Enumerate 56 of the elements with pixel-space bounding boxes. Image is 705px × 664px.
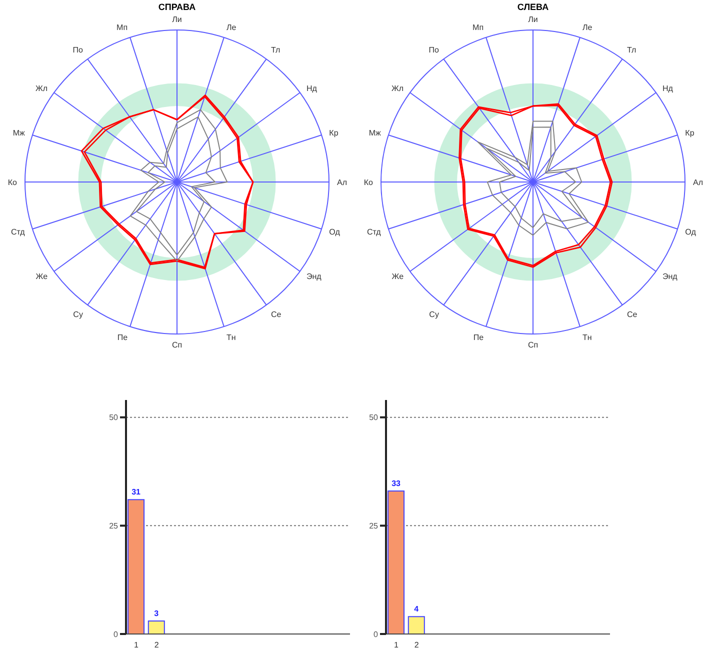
spoke-label: Жл — [35, 84, 48, 93]
spoke-label: Ал — [693, 178, 704, 187]
spoke-label: По — [428, 46, 440, 55]
y-tick-label: 0 — [374, 630, 379, 639]
spoke-label: Ли — [172, 15, 182, 24]
y-tick-label: 25 — [109, 522, 119, 531]
spoke-label: Су — [73, 310, 83, 320]
data-label: 33 — [392, 479, 402, 488]
chart-title: СПРАВА — [157, 2, 197, 12]
spoke-label: Су — [429, 310, 439, 320]
x-tick-label: 1 — [394, 640, 399, 650]
spoke-label: Тн — [226, 332, 236, 342]
spoke-label: Жл — [391, 84, 404, 93]
spoke-label: Мж — [12, 128, 26, 138]
spoke-label: Од — [329, 227, 340, 236]
spoke-label: Энд — [306, 272, 322, 281]
spoke-label: Кр — [685, 128, 695, 138]
spoke-label: Мп — [472, 22, 484, 32]
spoke-label: Ко — [8, 178, 18, 187]
data-label: 3 — [154, 609, 160, 618]
spoke-label: Стд — [10, 227, 26, 236]
spoke-label: Пе — [117, 332, 128, 342]
spoke-label: Ал — [337, 178, 348, 187]
spoke-label: Тл — [271, 46, 281, 55]
spoke-label: Од — [685, 227, 696, 236]
spoke-label: Пе — [473, 332, 484, 342]
x-tick-label: 2 — [414, 640, 420, 650]
spoke-label: Сп — [528, 340, 538, 350]
spoke-label: Нд — [662, 84, 674, 93]
spoke-label: Мп — [116, 22, 128, 32]
y-tick-label: 50 — [109, 413, 119, 422]
spoke-label: Мж — [368, 128, 382, 138]
spoke-label: Же — [392, 272, 404, 281]
spoke-label: Ле — [226, 22, 237, 32]
spoke-label: Кр — [329, 128, 339, 138]
spoke-label: Тн — [582, 332, 592, 342]
spoke-label: По — [72, 46, 84, 55]
data-label: 31 — [132, 488, 142, 497]
x-tick-label: 1 — [134, 640, 139, 650]
y-tick-label: 25 — [369, 522, 379, 531]
spoke-label: Же — [36, 272, 48, 281]
data-label: 4 — [414, 604, 420, 614]
spoke-label: Ко — [364, 178, 374, 187]
x-tick-label: 2 — [154, 640, 160, 650]
spoke-label: Ли — [528, 15, 538, 24]
y-tick-label: 0 — [114, 630, 119, 639]
spoke-label: Стд — [366, 227, 382, 236]
chart-title: СЛЕВА — [516, 2, 550, 12]
spoke-label: Сп — [172, 340, 182, 350]
y-tick-label: 50 — [369, 413, 379, 422]
spoke-label: Нд — [306, 84, 318, 93]
spoke-label: Се — [271, 310, 282, 320]
spoke-label: Тл — [627, 46, 637, 55]
spoke-label: Ле — [582, 22, 593, 32]
spoke-label: Энд — [662, 272, 678, 281]
spoke-label: Се — [627, 310, 638, 320]
